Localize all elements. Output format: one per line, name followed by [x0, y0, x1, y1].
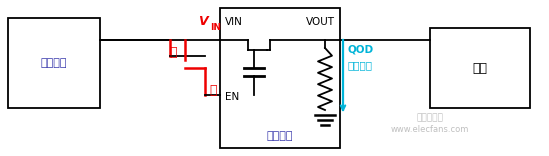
Text: EN: EN	[225, 92, 239, 102]
Text: VIN: VIN	[225, 17, 243, 27]
Text: IN: IN	[210, 23, 221, 32]
Text: 放电通路: 放电通路	[348, 60, 373, 70]
Text: 开: 开	[170, 46, 177, 58]
Text: 关: 关	[209, 83, 216, 97]
Text: 负载: 负载	[473, 61, 488, 75]
Text: VOUT: VOUT	[306, 17, 335, 27]
Bar	[430, 28, 530, 108]
Text: 电子发烧友: 电子发烧友	[417, 114, 444, 122]
Text: QOD: QOD	[348, 45, 374, 55]
Bar	[220, 8, 340, 148]
Text: V: V	[198, 15, 208, 28]
Bar	[8, 18, 100, 108]
Text: 电源开关: 电源开关	[41, 58, 67, 68]
Text: 负载开关: 负载开关	[267, 131, 293, 141]
Text: www.elecfans.com: www.elecfans.com	[391, 125, 469, 134]
